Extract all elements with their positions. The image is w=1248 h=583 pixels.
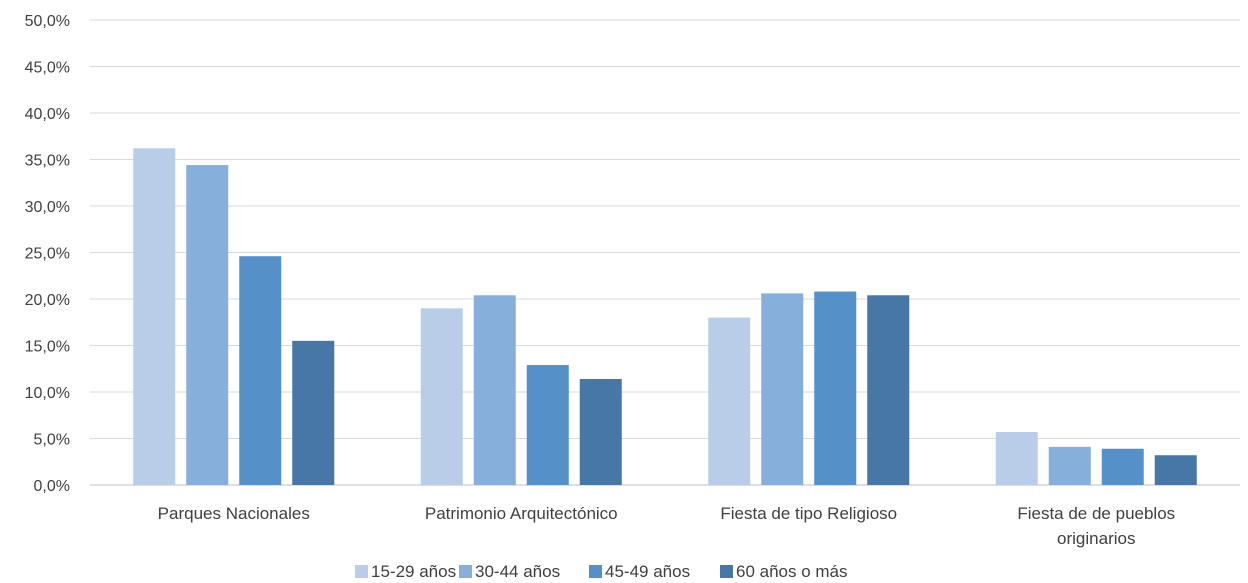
legend-swatch <box>355 565 368 578</box>
x-category-label: Fiesta de tipo Religioso <box>720 504 897 523</box>
y-tick-label: 10,0% <box>25 385 70 402</box>
bars <box>133 148 1197 485</box>
bar <box>1154 455 1197 485</box>
y-tick-label: 35,0% <box>25 153 70 170</box>
bar <box>761 293 804 485</box>
bar <box>526 365 569 485</box>
legend: 15-29 años 30-44 años 45-49 años 60 años o … <box>355 562 848 581</box>
y-axis-tick-labels: 0,0% 5,0% 10,0% 15,0% 20,0% 25,0% 30,0% 35,0% 40… <box>25 13 70 495</box>
bar <box>995 431 1038 485</box>
bar <box>708 317 751 485</box>
x-category-label: Parques Nacionales <box>158 504 310 523</box>
bar <box>292 340 335 485</box>
bar <box>579 378 622 485</box>
bar <box>867 295 910 485</box>
bar <box>186 165 229 485</box>
y-tick-label: 25,0% <box>25 246 70 263</box>
y-tick-label: 40,0% <box>25 106 70 123</box>
x-axis-category-labels: Parques Nacionales Patrimonio Arquitectón… <box>158 504 1176 548</box>
y-tick-label: 5,0% <box>34 432 70 449</box>
y-tick-label: 30,0% <box>25 199 70 216</box>
legend-swatch <box>589 565 602 578</box>
legend-swatch <box>459 565 472 578</box>
y-tick-label: 20,0% <box>25 292 70 309</box>
y-tick-label: 15,0% <box>25 339 70 356</box>
x-category-label: Patrimonio Arquitectónico <box>425 504 618 523</box>
y-tick-label: 0,0% <box>34 478 70 495</box>
bar <box>473 295 516 485</box>
bar <box>1048 446 1091 485</box>
bar <box>420 308 463 485</box>
x-category-label: originarios <box>1057 529 1135 548</box>
gridlines <box>90 19 1240 486</box>
legend-label: 30-44 años <box>475 562 560 581</box>
bar <box>814 291 857 485</box>
bar <box>1101 448 1144 485</box>
x-category-label: Fiesta de de pueblos <box>1017 504 1175 523</box>
legend-swatch <box>720 565 733 578</box>
bar <box>239 256 282 485</box>
legend-label: 60 años o más <box>736 562 848 581</box>
y-tick-label: 50,0% <box>25 13 70 30</box>
y-tick-label: 45,0% <box>25 60 70 77</box>
legend-label: 15-29 años <box>371 562 456 581</box>
bar <box>133 148 176 485</box>
legend-label: 45-49 años <box>605 562 690 581</box>
